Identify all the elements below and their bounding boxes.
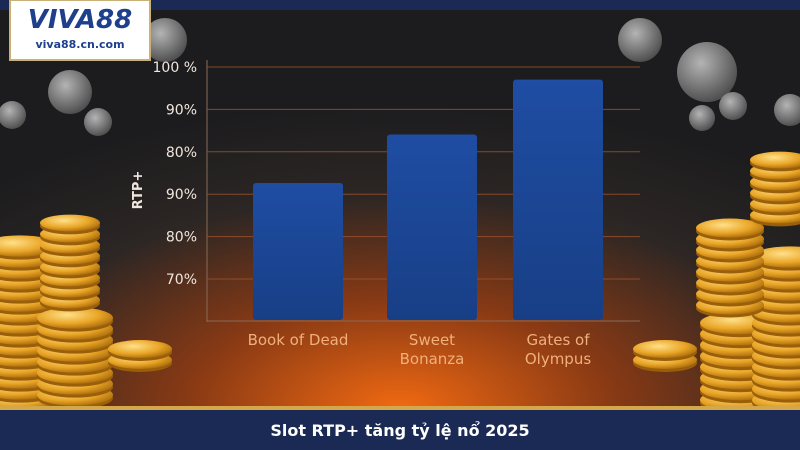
x-tick-label: Gates of Olympus bbox=[524, 331, 592, 368]
x-tick-label: Sweet Bonanza bbox=[399, 331, 465, 368]
footer-border bbox=[0, 406, 800, 410]
logo-name: VIVA88 bbox=[28, 5, 132, 35]
coins bbox=[0, 151, 800, 415]
y-tick-label: 70% bbox=[166, 272, 197, 288]
y-tick-label: 80% bbox=[166, 145, 197, 161]
balls bbox=[0, 18, 800, 136]
bar bbox=[253, 182, 343, 320]
y-tick-label: 90% bbox=[166, 102, 197, 118]
y-tick-label: 90% bbox=[166, 187, 197, 203]
coin bbox=[752, 246, 800, 268]
x-tick-label: Book of Dead bbox=[247, 331, 349, 349]
coin bbox=[108, 340, 172, 358]
top-bar bbox=[0, 0, 800, 10]
footer-caption: Slot RTP+ tăng tỷ lệ nổ 2025 bbox=[270, 421, 529, 440]
coin bbox=[40, 214, 100, 232]
logo-box bbox=[9, 0, 151, 61]
y-tick-label: 100 % bbox=[153, 60, 197, 76]
coin bbox=[696, 218, 764, 238]
bar bbox=[513, 79, 603, 321]
footer-bar bbox=[0, 410, 800, 450]
logo-site: viva88.cn.com bbox=[35, 38, 124, 51]
y-tick-label: 80% bbox=[166, 230, 197, 246]
bar bbox=[387, 134, 477, 320]
coin bbox=[37, 307, 113, 329]
coin bbox=[633, 340, 697, 358]
y-axis-title: RTP+ bbox=[131, 171, 146, 210]
coin bbox=[750, 151, 800, 169]
